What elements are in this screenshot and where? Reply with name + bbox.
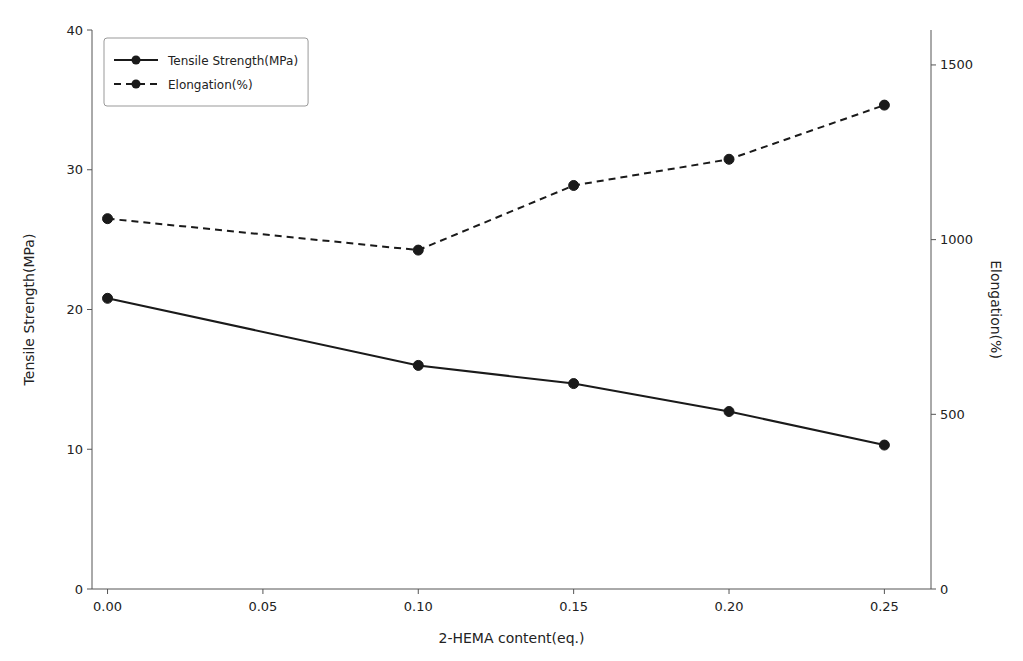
series-marker — [724, 154, 734, 164]
y-tick — [87, 169, 92, 170]
y2-axis-label: Elongation(%) — [988, 260, 1004, 359]
legend: Tensile Strength(MPa) Elongation(%) — [104, 38, 308, 106]
y-tick — [87, 30, 92, 31]
y2-tick — [931, 64, 936, 65]
y-tick — [87, 589, 92, 590]
page: {"chart_data": { "type": "line", "x": [0… — [0, 0, 1023, 661]
y2-tick-label: 500 — [940, 407, 965, 422]
series — [103, 293, 890, 450]
series-line — [108, 105, 885, 250]
y2-tick — [931, 239, 936, 240]
x-tick — [884, 589, 885, 594]
y2-tick-label: 1500 — [940, 57, 973, 72]
axes: 0.00 0.05 0.10 0.15 0.20 0.25 0 10 20 30 40 0 500 100… — [66, 23, 973, 615]
chart: 0.00 0.05 0.10 0.15 0.20 0.25 0 10 20 30 40 0 500 100… — [0, 0, 1023, 661]
legend-marker — [132, 80, 141, 89]
x-tick-label: 0.00 — [93, 599, 122, 614]
y-tick — [87, 309, 92, 310]
x-tick — [418, 589, 419, 594]
legend-marker — [132, 56, 141, 65]
series-marker — [413, 245, 423, 255]
series — [103, 100, 890, 255]
x-tick — [262, 589, 263, 594]
series-marker — [103, 214, 113, 224]
y-tick-label: 10 — [66, 442, 83, 457]
legend-box — [104, 38, 308, 106]
y2-axis-line — [931, 30, 932, 589]
y2-tick-label: 0 — [940, 582, 948, 597]
y-tick-label: 20 — [66, 302, 83, 317]
y-tick-label: 40 — [66, 23, 83, 38]
x-tick-label: 0.10 — [404, 599, 433, 614]
plot-area — [103, 100, 890, 450]
series-marker — [569, 379, 579, 389]
x-tick-label: 0.15 — [559, 599, 588, 614]
x-tick-label: 0.05 — [248, 599, 277, 614]
y-tick — [87, 449, 92, 450]
y2-tick — [931, 589, 936, 590]
y2-tick — [931, 414, 936, 415]
x-tick — [107, 589, 108, 594]
y-axis-label: Tensile Strength(MPa) — [21, 234, 37, 387]
x-tick-label: 0.25 — [870, 599, 899, 614]
series-marker — [879, 440, 889, 450]
series-marker — [569, 180, 579, 190]
legend-label: Elongation(%) — [168, 78, 253, 92]
y-tick-label: 30 — [66, 162, 83, 177]
x-tick — [729, 589, 730, 594]
series-marker — [413, 360, 423, 370]
y-tick-label: 0 — [75, 582, 83, 597]
x-axis-line — [92, 589, 931, 590]
x-tick — [573, 589, 574, 594]
legend-label: Tensile Strength(MPa) — [167, 54, 298, 68]
series-marker — [724, 407, 734, 417]
series-marker — [103, 293, 113, 303]
x-tick-label: 0.20 — [715, 599, 744, 614]
x-axis-label: 2-HEMA content(eq.) — [439, 630, 585, 646]
series-marker — [879, 100, 889, 110]
series-line — [108, 298, 885, 445]
y2-tick-label: 1000 — [940, 232, 973, 247]
